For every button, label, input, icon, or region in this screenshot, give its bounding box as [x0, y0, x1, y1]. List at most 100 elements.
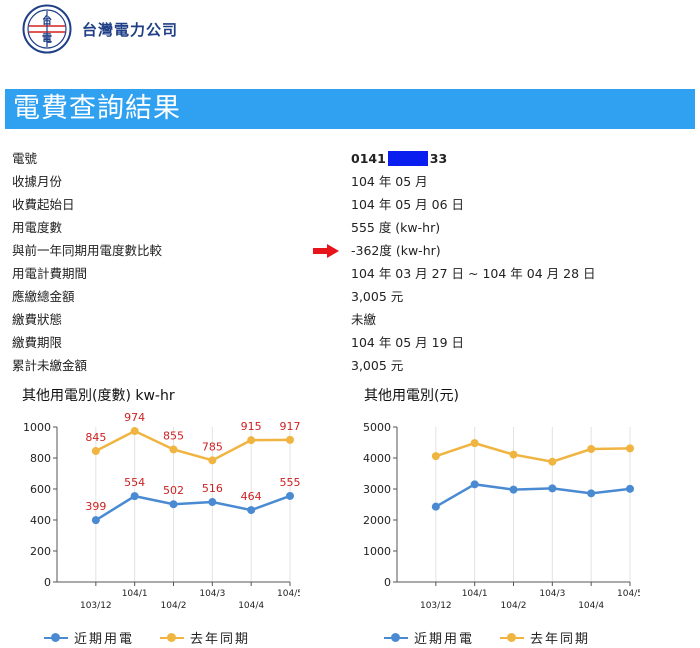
- info-row-yoy-compare: 與前一年同期用電度數比較 -362度 (kw-hr): [12, 241, 692, 264]
- billing-period-value: 104 年 03 月 27 日 ~ 104 年 04 月 28 日: [351, 266, 596, 281]
- data-label: 917: [280, 420, 301, 433]
- data-point: [548, 457, 557, 466]
- data-point: [626, 444, 634, 453]
- amount-due-value: 3,005 元: [351, 289, 404, 304]
- data-point: [208, 498, 217, 507]
- data-point: [169, 500, 178, 509]
- data-point: [509, 450, 518, 459]
- x-tick-label: 103/12: [420, 601, 452, 611]
- series-line: [435, 483, 631, 508]
- yoy-compare-value: -362度 (kw-hr): [351, 243, 441, 258]
- account-number-prefix: 0141: [351, 151, 386, 166]
- taipower-emblem-icon: 台 電: [22, 4, 72, 54]
- payment-status-value: 未繳: [351, 312, 377, 327]
- redaction-box: [387, 151, 428, 166]
- legend-item-last-year[interactable]: 去年同期: [500, 628, 590, 647]
- y-tick-label: 1000: [23, 421, 51, 434]
- chart-cost-legend: 近期用電 去年同期: [384, 628, 616, 647]
- x-tick-label: 104/1: [462, 589, 488, 599]
- data-point: [587, 445, 596, 454]
- x-tick-label: 103/12: [80, 601, 112, 611]
- account-number-suffix: 33: [429, 151, 448, 166]
- data-point: [431, 502, 440, 511]
- data-label: 554: [124, 476, 145, 489]
- billing-period-label: 用電計費期間: [12, 266, 88, 281]
- data-label: 974: [124, 411, 145, 424]
- red-arrow-icon: [313, 244, 339, 258]
- usage-value: 555 度 (kw-hr): [351, 220, 441, 235]
- data-point: [247, 436, 256, 445]
- series-line: [435, 441, 631, 464]
- data-point: [130, 492, 139, 501]
- usage-label: 用電度數: [12, 220, 63, 235]
- info-row-usage: 用電度數 555 度 (kw-hr): [12, 218, 692, 241]
- y-tick-label: 400: [30, 514, 51, 527]
- y-tick-label: 2000: [363, 514, 391, 527]
- account-number-label: 電號: [12, 151, 38, 166]
- y-tick-label: 800: [30, 452, 51, 465]
- info-row-amount-due: 應繳總金額 3,005 元: [12, 287, 692, 310]
- company-logo[interactable]: 台 電 台灣電力公司: [22, 3, 178, 55]
- chart-kwh: 0 200 400 600 800 1000 103/12 104/1 104/2 104/3 10…: [23, 411, 301, 611]
- page-title: 電費查詢結果: [13, 93, 181, 124]
- series-line: [95, 494, 291, 522]
- data-point: [286, 435, 294, 444]
- data-point: [626, 484, 634, 493]
- bill-info-table: 電號 0141 33 收據月份 104 年 05 月 收費起始日 104 年 05…: [12, 149, 692, 379]
- legend-item-recent[interactable]: 近期用電: [44, 628, 134, 647]
- data-point: [286, 491, 294, 500]
- data-point: [130, 427, 139, 436]
- info-row-due-date: 繳費期限 104 年 05 月 19 日: [12, 333, 692, 356]
- x-tick-label: 104/2: [501, 601, 527, 611]
- info-row-receipt-month: 收據月份 104 年 05 月: [12, 172, 692, 195]
- account-number-value: 0141 33: [351, 149, 447, 169]
- yoy-compare-label: 與前一年同期用電度數比較: [12, 243, 163, 258]
- legend-line-marker-icon: [384, 632, 408, 644]
- y-tick-label: 4000: [363, 452, 391, 465]
- y-tick-label: 0: [384, 576, 391, 589]
- x-tick-label: 104/4: [238, 601, 264, 611]
- legend-item-recent[interactable]: 近期用電: [384, 628, 474, 647]
- data-point: [587, 489, 596, 498]
- y-tick-label: 1000: [363, 545, 391, 558]
- info-row-unpaid-total: 累計未繳金額 3,005 元: [12, 356, 692, 379]
- info-row-billing-period: 用電計費期間 104 年 03 月 27 日 ~ 104 年 04 月 28 日: [12, 264, 692, 287]
- data-point: [548, 484, 557, 493]
- chart-cost: 0 1000 2000 3000 4000 5000 103/12 104/1 104/2 104…: [363, 421, 640, 611]
- page-title-bar: 電費查詢結果: [5, 89, 695, 129]
- legend-item-last-year[interactable]: 去年同期: [160, 628, 250, 647]
- data-point: [208, 456, 217, 465]
- x-tick-label: 104/5: [617, 589, 640, 599]
- series-line: [95, 429, 291, 462]
- data-point: [91, 447, 100, 456]
- info-row-payment-status: 繳費狀態 未繳: [12, 310, 692, 333]
- legend-label-recent: 近期用電: [414, 632, 475, 647]
- chart-kwh-title: 其他用電別(度數) kw-hr: [22, 388, 175, 404]
- amount-due-label: 應繳總金額: [12, 289, 75, 304]
- y-tick-label: 0: [44, 576, 51, 589]
- chart-cost-title: 其他用電別(元): [364, 388, 459, 404]
- x-tick-label: 104/4: [578, 601, 604, 611]
- data-label: 399: [85, 500, 106, 513]
- data-point: [431, 452, 440, 461]
- data-point: [91, 516, 100, 525]
- billing-start-label: 收費起始日: [12, 197, 75, 212]
- logo-char-bottom: 電: [42, 33, 52, 45]
- due-date-value: 104 年 05 月 19 日: [351, 335, 465, 350]
- company-name: 台灣電力公司: [82, 20, 179, 39]
- data-point: [509, 485, 518, 494]
- billing-start-value: 104 年 05 月 06 日: [351, 197, 465, 212]
- legend-label-last-year: 去年同期: [190, 632, 251, 647]
- data-point: [169, 445, 178, 454]
- data-label: 785: [202, 440, 223, 453]
- info-row-account: 電號 0141 33: [12, 149, 692, 172]
- data-point: [470, 480, 479, 489]
- unpaid-total-value: 3,005 元: [351, 358, 404, 373]
- x-tick-label: 104/3: [539, 589, 565, 599]
- info-row-billing-start: 收費起始日 104 年 05 月 06 日: [12, 195, 692, 218]
- data-point: [247, 506, 256, 515]
- unpaid-total-label: 累計未繳金額: [12, 358, 88, 373]
- legend-line-marker-icon: [44, 632, 68, 644]
- y-tick-label: 200: [30, 545, 51, 558]
- y-tick-label: 3000: [363, 483, 391, 496]
